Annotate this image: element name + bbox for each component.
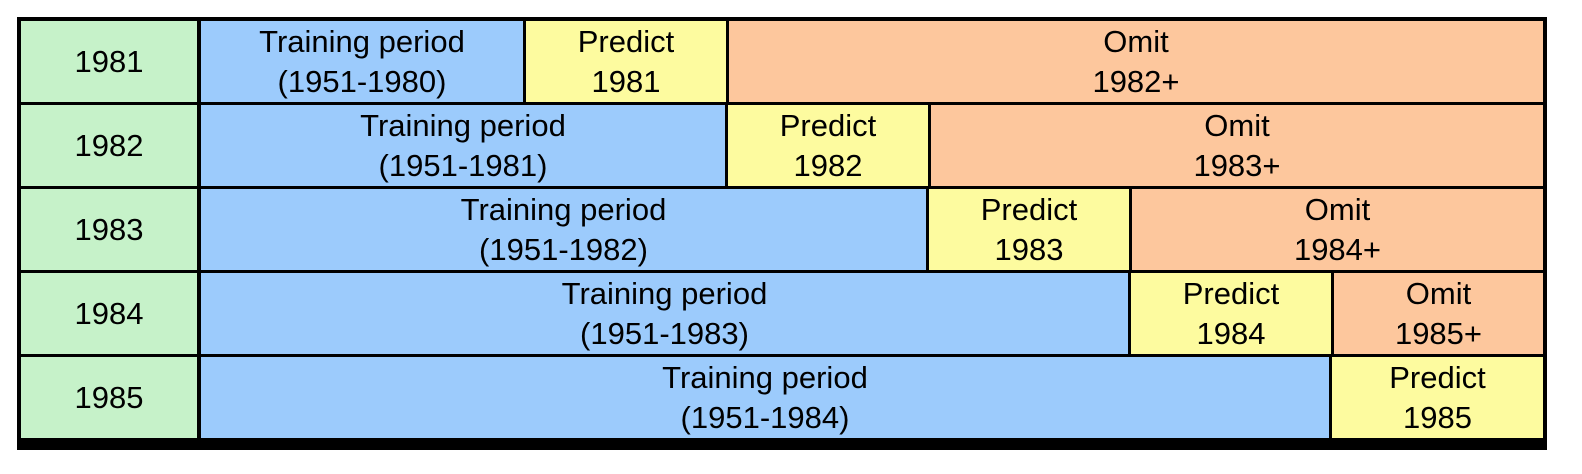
year-label-cell: 1984 [21, 273, 197, 354]
predict-title: Predict [577, 23, 675, 59]
training-title: Training period [360, 107, 566, 143]
year-label: 1982 [74, 127, 144, 163]
omit-range: 1985+ [1394, 315, 1483, 351]
year-label-cell: 1982 [21, 105, 197, 186]
year-label-cell: 1981 [21, 21, 197, 102]
predict-cell: Predict 1981 [526, 21, 726, 102]
predict-range: 1983 [994, 231, 1064, 267]
predict-range: 1982 [793, 147, 863, 183]
scheme-row: 1983 Training period (1951-1982) Predict 198… [21, 189, 1543, 270]
training-period-cell: Training period (1951-1981) [201, 105, 725, 186]
scheme-row: 1984 Training period (1951-1983) Predict 198… [21, 273, 1543, 354]
year-label: 1981 [74, 43, 144, 79]
training-range: (1951-1981) [378, 147, 548, 183]
predict-title: Predict [779, 107, 877, 143]
predict-range: 1984 [1196, 315, 1266, 351]
year-label-cell: 1983 [21, 189, 197, 270]
omit-title: Omit [1304, 191, 1371, 227]
year-label: 1983 [74, 211, 144, 247]
training-range: (1951-1980) [277, 63, 447, 99]
predict-cell: Predict 1984 [1131, 273, 1331, 354]
diagram-rows: 1981 Training period (1951-1980) Predict 198… [21, 21, 1543, 446]
training-period-cell: Training period (1951-1982) [201, 189, 926, 270]
omit-title: Omit [1103, 23, 1169, 59]
omit-cell: Omit 1985+ [1334, 273, 1543, 354]
omit-cell: Omit 1982+ [729, 21, 1543, 102]
predict-cell: Predict 1982 [728, 105, 928, 186]
year-label-cell: 1985 [21, 357, 197, 438]
training-range: (1951-1984) [680, 399, 850, 435]
predict-cell: Predict 1983 [929, 189, 1129, 270]
omit-range: 1984+ [1293, 231, 1382, 267]
scheme-row: 1981 Training period (1951-1980) Predict 198… [21, 21, 1543, 102]
training-period-cell: Training period (1951-1984) [201, 357, 1329, 438]
omit-cell: Omit 1984+ [1132, 189, 1543, 270]
predict-title: Predict [1182, 275, 1280, 311]
training-range: (1951-1982) [479, 231, 648, 267]
training-title: Training period [662, 359, 868, 395]
training-period-cell: Training period (1951-1980) [201, 21, 523, 102]
omit-cell: Omit 1983+ [931, 105, 1543, 186]
training-title: Training period [561, 275, 768, 311]
validation-scheme-diagram: 1981 Training period (1951-1980) Predict 198… [17, 17, 1547, 450]
scheme-row: 1985 Training period (1951-1984) Predict 198… [21, 357, 1543, 438]
omit-title: Omit [1405, 275, 1472, 311]
predict-cell: Predict 1985 [1332, 357, 1543, 438]
predict-title: Predict [1389, 359, 1486, 395]
training-title: Training period [460, 191, 667, 227]
year-label: 1985 [74, 379, 144, 415]
training-title: Training period [259, 23, 465, 59]
predict-range: 1985 [1403, 399, 1472, 435]
omit-title: Omit [1204, 107, 1270, 143]
predict-range: 1981 [591, 63, 661, 99]
predict-title: Predict [980, 191, 1078, 227]
omit-range: 1982+ [1092, 63, 1180, 99]
omit-range: 1983+ [1193, 147, 1281, 183]
training-range: (1951-1983) [580, 315, 749, 351]
training-period-cell: Training period (1951-1983) [201, 273, 1128, 354]
scheme-row: 1982 Training period (1951-1981) Predict 198… [21, 105, 1543, 186]
year-label: 1984 [74, 295, 144, 331]
